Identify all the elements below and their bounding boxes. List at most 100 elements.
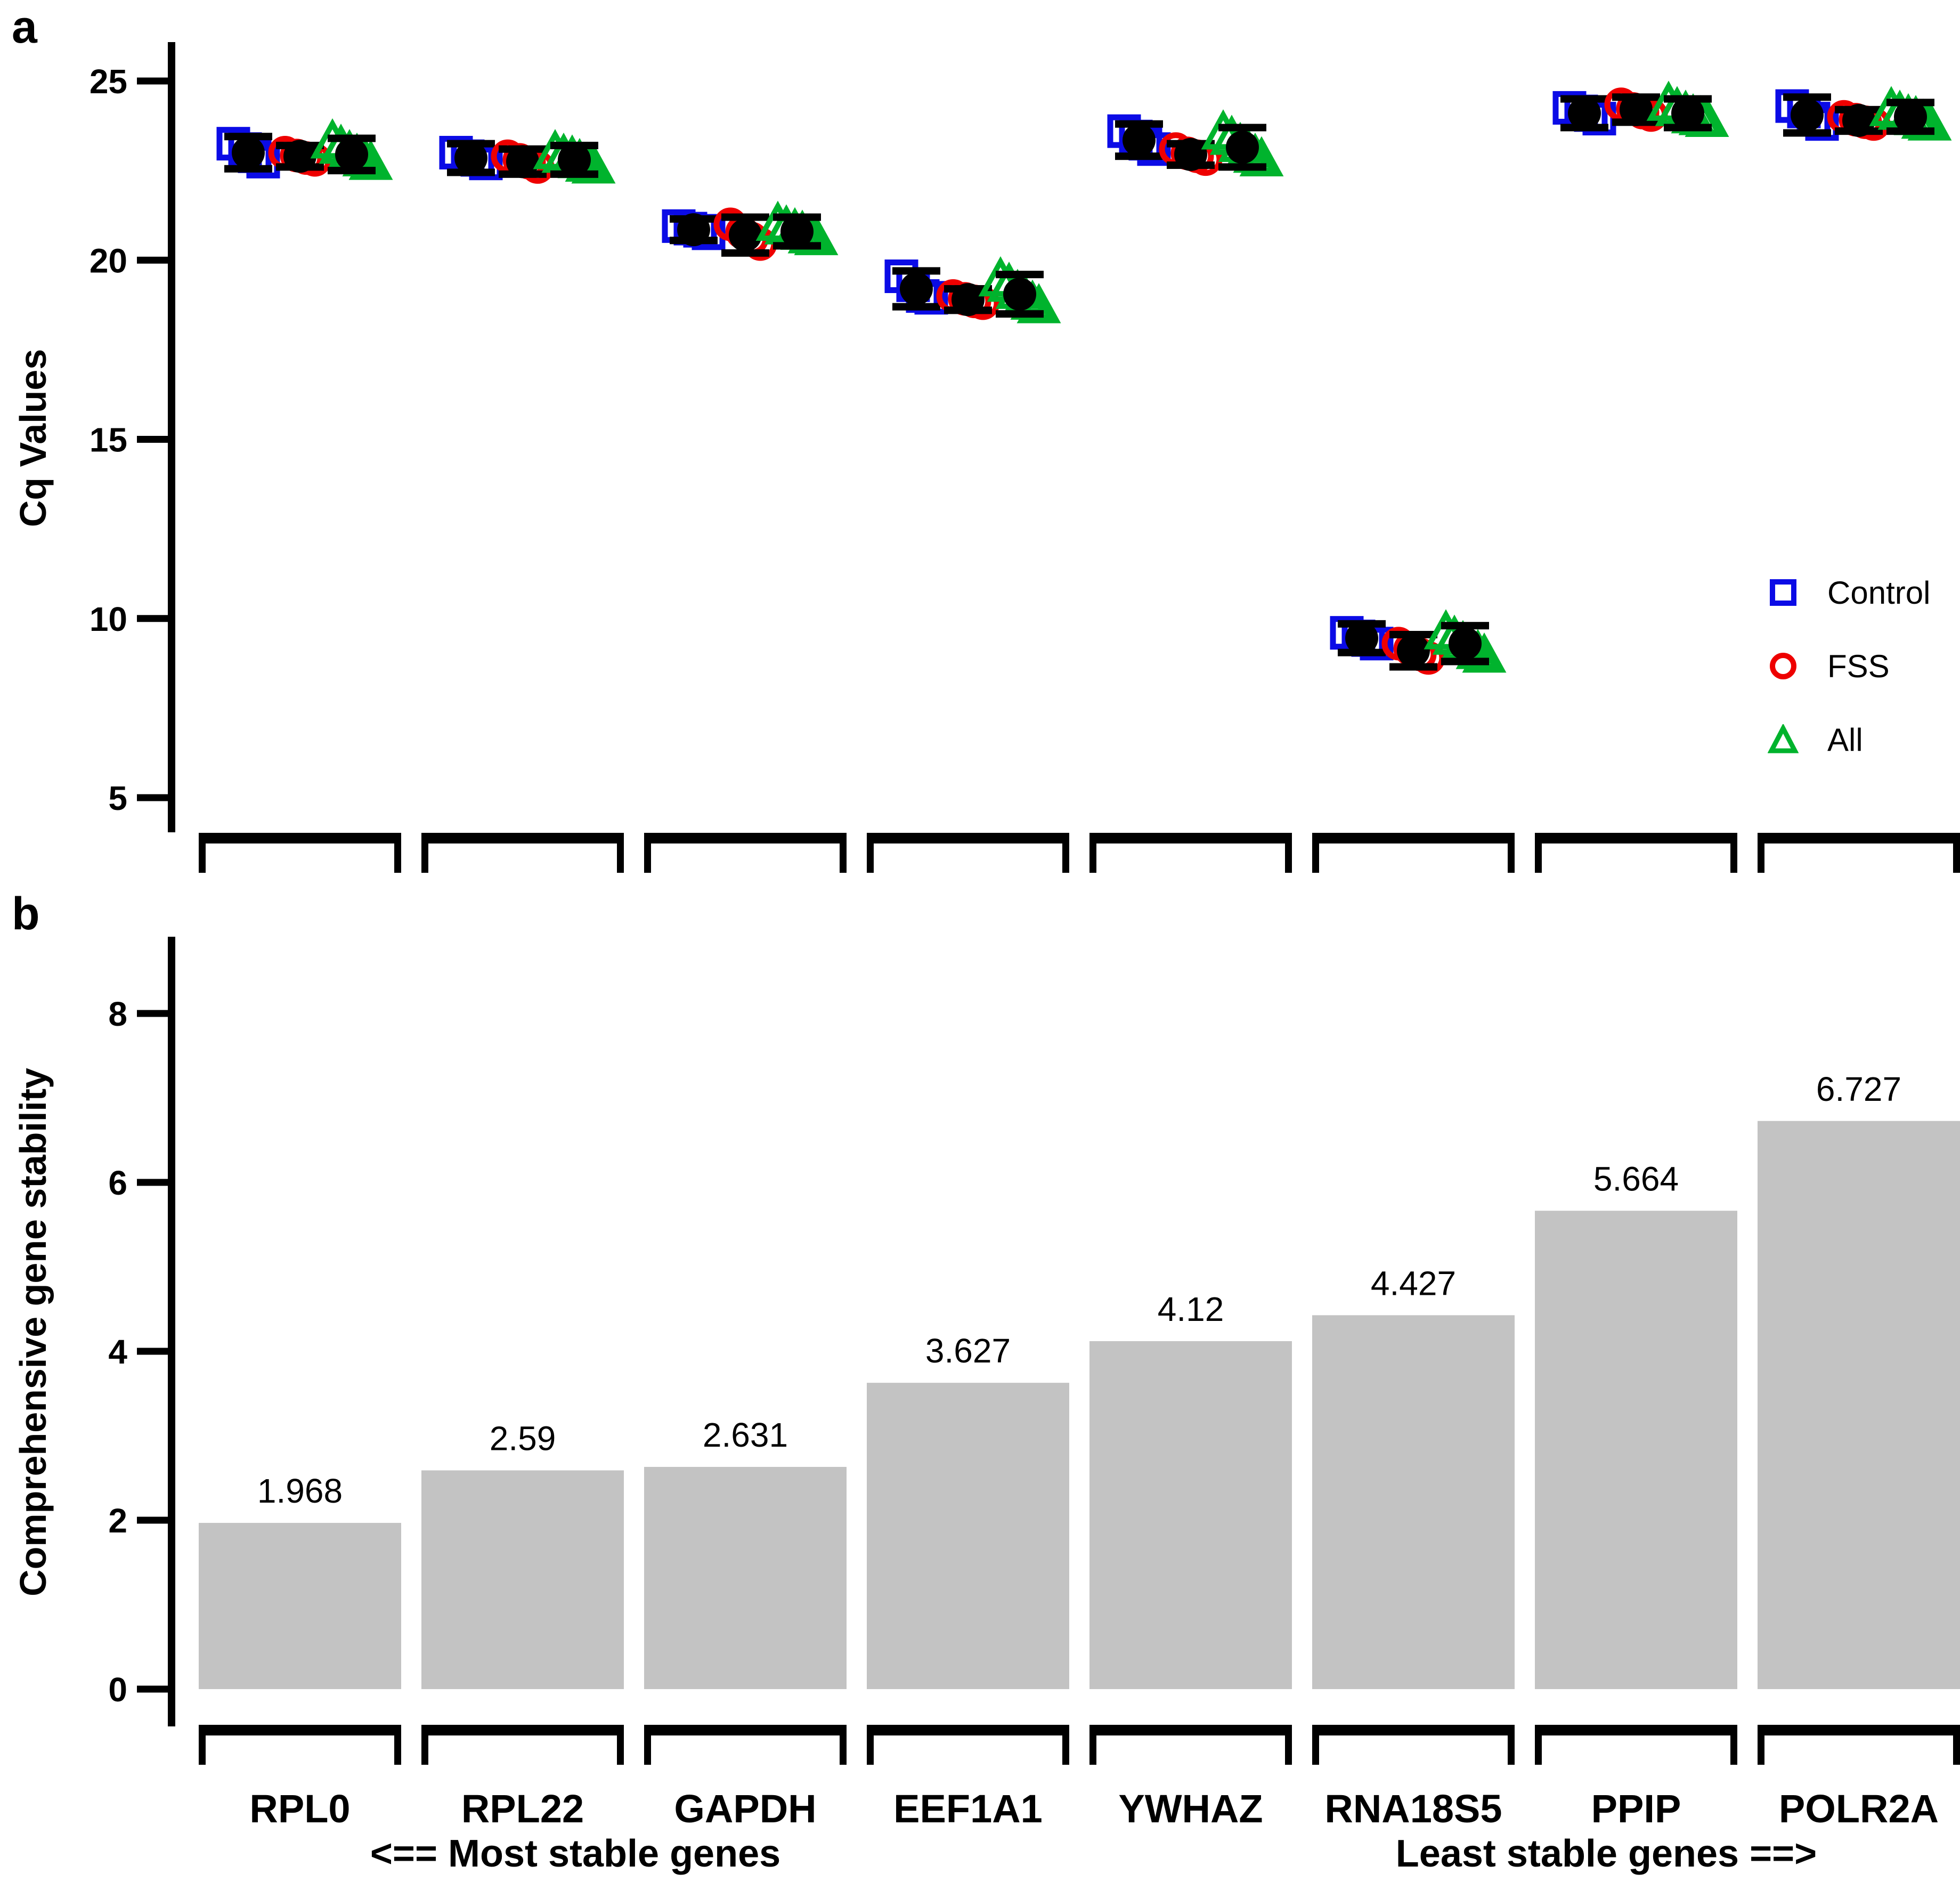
panel-a-bracket-rpl0-left-arm [199,833,206,873]
panel-a-bracket-rna18s5-bar [1312,833,1515,843]
error-cap-top-fss-gapdh [721,213,769,221]
panel-a-bracket-rpl22-left-arm [421,833,428,873]
bar-value-label-ywhaz: 4.12 [1158,1290,1224,1328]
panel-b-bracket-rpl22-right-arm [617,1725,624,1765]
panel-a-letter: a [12,2,37,53]
gene-label-polr2a: POLR2A [1779,1787,1939,1831]
panel-b-ytick-2-mark [137,1516,168,1524]
data-point-all-rna18s5 [1424,609,1468,650]
error-cap-bottom-control-eef1a1 [892,303,940,311]
panel-a-bracket-eef1a1-bar [867,833,1069,843]
legend-label-fss: FSS [1827,648,1890,684]
panel-a-ytick-15-label: 15 [90,421,127,459]
control-square-icon [1768,577,1799,608]
panel-b-bracket-gapdh-bar [644,1725,847,1735]
error-cap-bottom-control-polr2a [1783,129,1831,137]
mean-dot-all-ywhaz [1226,131,1259,164]
bar-value-label-rpl22: 2.59 [490,1419,556,1457]
mean-dot-fss-rpl0 [283,140,316,173]
panel-b-ytick-0-mark [137,1685,168,1693]
panel-a-ytick-5-label: 5 [108,779,127,817]
error-cap-bottom-all-rna18s5 [1441,658,1489,666]
mean-dot-fss-ywhaz [1174,137,1207,171]
panel-a-bracket-polr2a-bar [1758,833,1960,843]
panel-b-bracket-ywhaz-bar [1089,1725,1292,1735]
gene-label-ppip: PPIP [1591,1787,1681,1831]
panel-a-bracket-polr2a-left-arm [1758,833,1764,873]
panel-b-bracket-rpl0-bar [199,1725,401,1735]
panel-b-bracket-ppip-left-arm [1535,1725,1542,1765]
error-cap-bottom-all-eef1a1 [996,310,1044,318]
panel-b-bracket-ppip-bar [1535,1725,1737,1735]
mean-dot-all-rpl0 [335,137,368,171]
panel-b-bracket-rna18s5-bar [1312,1725,1515,1735]
panel-a-bracket-rpl0-right-arm [394,833,401,873]
gene-label-rpl0: RPL0 [249,1787,350,1831]
panel-b-bracket-gapdh-left-arm [644,1725,651,1765]
panel-a-bracket-rna18s5-left-arm [1312,833,1319,873]
panel-b-ytick-4-mark [137,1348,168,1355]
mean-dot-control-eef1a1 [900,272,933,306]
panel-b-bracket-polr2a-bar [1758,1725,1960,1735]
bar-value-label-gapdh: 2.631 [703,1416,788,1454]
panel-a-bracket-ppip-right-arm [1730,833,1737,873]
error-cap-top-all-ywhaz [1218,124,1266,132]
bar-value-label-rpl0: 1.968 [257,1472,343,1510]
panel-a-bracket-ywhaz-bar [1089,833,1292,843]
panel-a-ytick-15-mark [137,436,168,443]
panel-a-ytick-10-label: 10 [90,600,127,638]
panel-a-bracket-ywhaz-right-arm [1285,833,1292,873]
panel-a-bracket-polr2a-right-arm [1953,833,1960,873]
mean-dot-fss-rna18s5 [1397,634,1430,668]
gene-label-eef1a1: EEF1A1 [893,1787,1043,1831]
panel-b-bracket-eef1a1-left-arm [867,1725,874,1765]
error-cap-top-control-polr2a [1783,93,1831,101]
mean-dot-all-rna18s5 [1449,627,1482,660]
bar-gapdh [644,1466,847,1689]
panel-b-bracket-polr2a-left-arm [1758,1725,1764,1765]
panel-b-ytick-6-mark [137,1179,168,1186]
mean-dot-fss-polr2a [1842,103,1875,137]
panel-a-bracket-gapdh-bar [644,833,847,843]
gene-label-rna18s5: RNA18S5 [1324,1787,1502,1831]
mean-dot-fss-ppip [1620,93,1653,126]
panel-a-bracket-rpl22-bar [421,833,624,843]
panel-b-ytick-0-label: 0 [108,1670,127,1709]
legend: Control FSS All [1768,573,1930,794]
error-cap-top-all-eef1a1 [996,271,1044,279]
bar-rpl22 [421,1470,624,1689]
bar-value-label-eef1a1: 3.627 [925,1332,1011,1370]
bar-value-label-polr2a: 6.727 [1816,1070,1901,1108]
panel-a-bracket-eef1a1-right-arm [1062,833,1069,873]
panel-a-bracket-ppip-bar [1535,833,1737,843]
most-stable-annotation: <== Most stable genes [370,1832,781,1875]
mean-dot-control-gapdh [677,213,710,247]
mean-dot-all-eef1a1 [1003,278,1036,311]
mean-dot-all-rpl22 [558,143,591,176]
panel-b-bracket-ppip-right-arm [1730,1725,1737,1765]
panel-b-ytick-8-label: 8 [108,995,127,1033]
panel-a-ytick-20-label: 20 [90,241,127,280]
gene-label-ywhaz: YWHAZ [1118,1787,1263,1831]
panel-a-bracket-eef1a1-left-arm [867,833,874,873]
mean-dot-control-ppip [1568,96,1601,130]
panel-b-bracket-eef1a1-bar [867,1725,1069,1735]
panel-a-ytick-25-mark [137,77,168,85]
bar-rpl0 [199,1523,401,1689]
mean-dot-all-ppip [1671,96,1704,130]
mean-dot-control-polr2a [1791,98,1824,132]
error-cap-top-control-eef1a1 [892,267,940,275]
mean-dot-control-ywhaz [1123,123,1156,157]
mean-dot-control-rna18s5 [1345,621,1378,655]
panel-b-letter: b [12,888,40,939]
panel-a-bracket-ywhaz-left-arm [1089,833,1096,873]
legend-item-all: All [1768,720,1930,759]
error-cap-top-all-rna18s5 [1441,622,1489,630]
gene-label-rpl22: RPL22 [461,1787,584,1831]
panel-a-bracket-gapdh-left-arm [644,833,651,873]
panel-b-bracket-rpl22-left-arm [421,1725,428,1765]
legend-label-all: All [1827,721,1863,758]
mean-dot-fss-gapdh [729,218,762,252]
panel-a-bracket-gapdh-right-arm [840,833,847,873]
